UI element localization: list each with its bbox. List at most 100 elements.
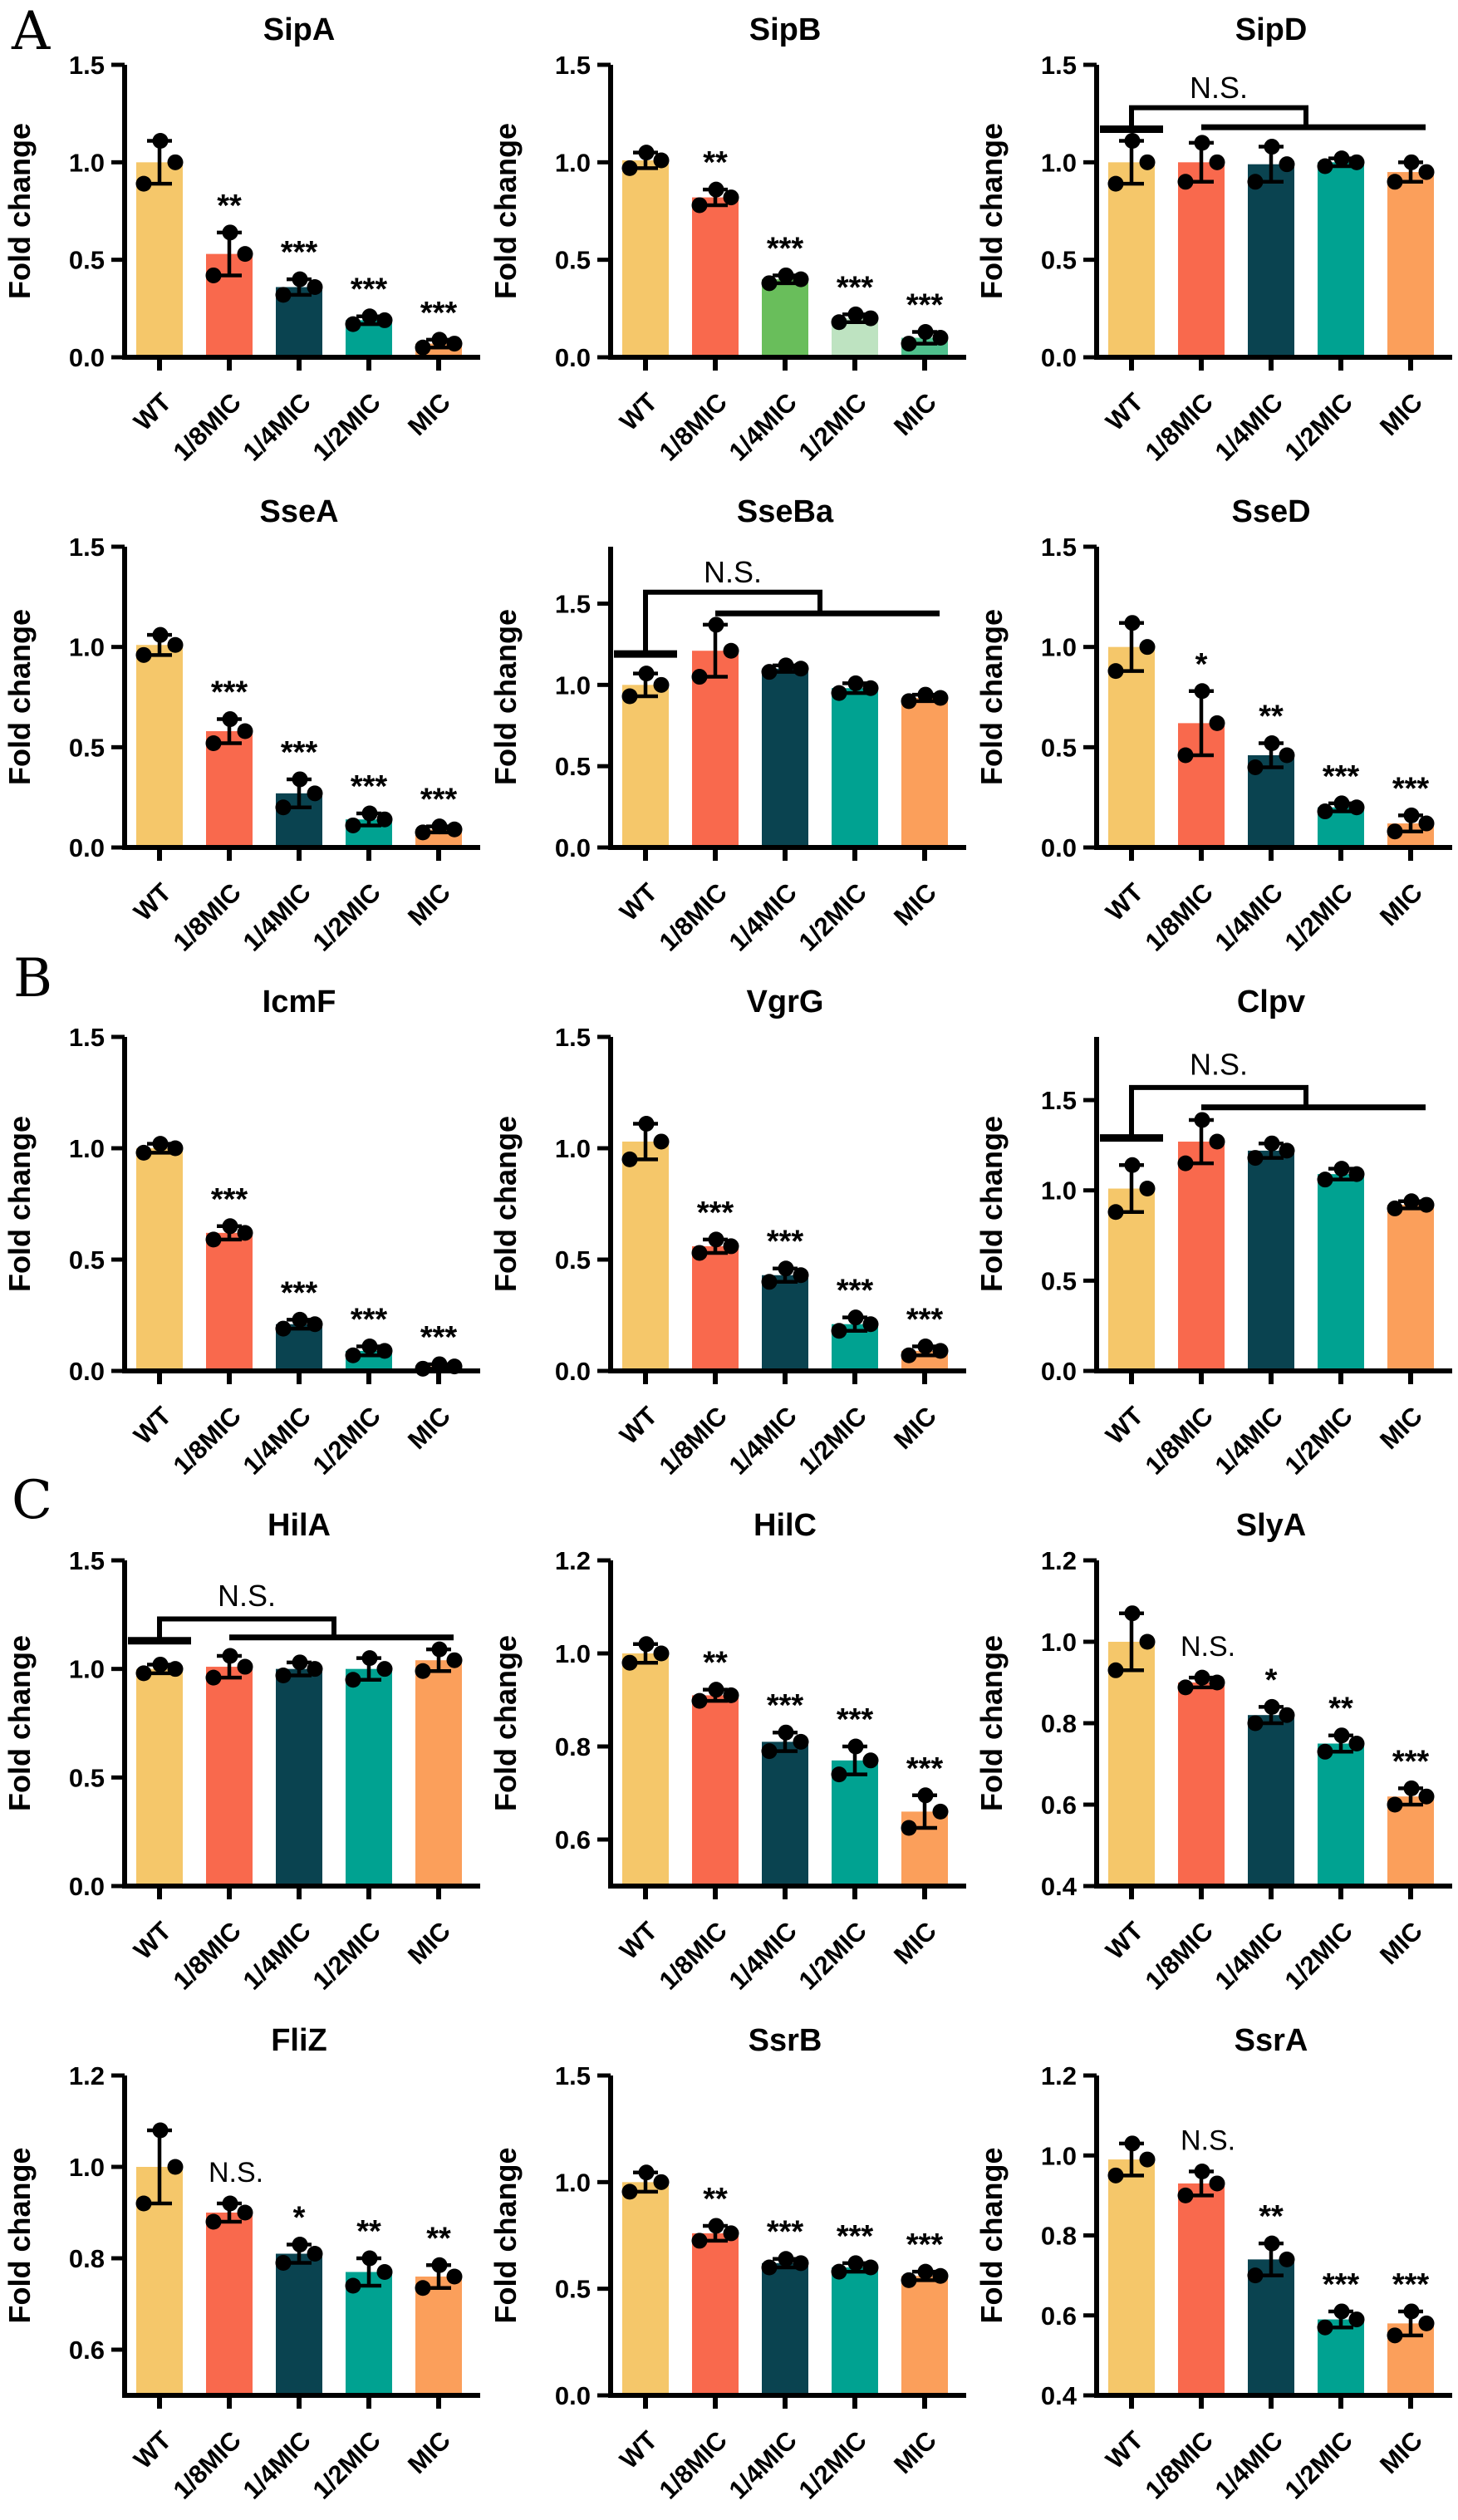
dots-clpv-1/8MIC	[1177, 1112, 1225, 1172]
dots-sipa-WT	[135, 133, 184, 192]
ns-bracket-label-hila: N.S.	[218, 1579, 276, 1613]
dots-hila-WT	[135, 1656, 184, 1682]
svg-text:1/8MIC: 1/8MIC	[654, 877, 733, 956]
svg-text:WT: WT	[614, 877, 663, 926]
x-ticks-sipa: WT 1/8MIC 1/4MIC 1/2MIC MIC	[128, 357, 456, 467]
svg-text:1/8MIC: 1/8MIC	[168, 1916, 247, 1995]
y-ticks-fliz: 0.6 0.8 1.0 1.2	[69, 2061, 125, 2365]
svg-text:1.5: 1.5	[555, 2061, 591, 2090]
svg-text:0.5: 0.5	[69, 733, 105, 762]
svg-text:MIC: MIC	[888, 387, 942, 441]
chart-title-sseba: SseBa	[737, 494, 834, 529]
dots-sseba-1/2MIC	[831, 675, 879, 701]
bar-hilc-1/8MIC	[692, 1695, 739, 1886]
svg-text:0.5: 0.5	[555, 246, 591, 275]
sig-label-ssea-MIC: ***	[420, 783, 458, 818]
svg-text:MIC: MIC	[1374, 1916, 1428, 1970]
bar-sipb-1/8MIC	[692, 197, 739, 357]
bar-ssra-1/8MIC	[1178, 2183, 1225, 2395]
chart-vgrg: *** *** *** *** 0.0 0.5 1.0 1.5 WT 1/8MIC 1…	[486, 972, 972, 1496]
y-axis-label-clpv: Fold change	[974, 1116, 1009, 1292]
y-ticks-clpv: 0.0 0.5 1.0 1.5	[1041, 1086, 1097, 1386]
svg-text:0.0: 0.0	[69, 343, 105, 372]
svg-text:Fold change: Fold change	[2, 1635, 37, 1811]
bar-clpv-MIC	[1387, 1205, 1434, 1371]
sig-label-sipa-1/2MIC: ***	[351, 273, 388, 307]
chart-ssed-svg: ****** *** 0.0 0.5 1.0 1.5 WT 1/8MIC 1/4M…	[974, 494, 1452, 957]
dots-sipd-WT	[1107, 133, 1156, 192]
bar-sseba-1/2MIC	[832, 688, 878, 847]
dots-hilc-MIC	[901, 1787, 949, 1836]
svg-text:1/4MIC: 1/4MIC	[724, 2425, 803, 2504]
svg-text:1/8MIC: 1/8MIC	[1140, 877, 1219, 956]
svg-text:1/4MIC: 1/4MIC	[238, 877, 317, 956]
svg-text:0.5: 0.5	[1041, 246, 1077, 275]
svg-text:Fold change: Fold change	[488, 2147, 523, 2323]
dots-ssea-WT	[135, 626, 184, 663]
y-axis-label-ssrb: Fold change	[488, 2147, 523, 2323]
x-ticks-slya: WT 1/8MIC 1/4MIC 1/2MIC MIC	[1100, 1886, 1428, 1996]
svg-text:0.5: 0.5	[69, 246, 105, 275]
sig-label-sipb-1/8MIC: **	[703, 145, 728, 180]
dots-sipa-1/4MIC	[275, 271, 323, 303]
panel-label-c: C	[12, 1470, 52, 1531]
svg-text:1/2MIC: 1/2MIC	[307, 2425, 386, 2504]
svg-text:1.0: 1.0	[1041, 2141, 1077, 2170]
y-ticks-ssed: 0.0 0.5 1.0 1.5	[1041, 533, 1097, 862]
dots-ssra-1/4MIC	[1247, 2235, 1295, 2284]
y-ticks-ssrb: 0.0 0.5 1.0 1.5	[555, 2061, 611, 2410]
svg-text:Fold change: Fold change	[488, 1116, 523, 1292]
dots-sipb-WT	[621, 145, 670, 176]
svg-text:0.0: 0.0	[69, 1872, 105, 1901]
dots-sipa-MIC	[415, 332, 463, 356]
y-ticks-sseba: 0.0 0.5 1.0 1.5	[555, 589, 611, 862]
sig-label-ssea-1/8MIC: ***	[211, 675, 248, 710]
sig-label-hilc-1/4MIC: ***	[767, 1688, 804, 1723]
dots-sseba-MIC	[901, 686, 949, 710]
bar-clpv-1/4MIC	[1248, 1150, 1294, 1371]
bar-fliz-1/8MIC	[206, 2213, 253, 2395]
y-axis-label-sipd: Fold change	[974, 123, 1009, 299]
svg-text:1/2MIC: 1/2MIC	[307, 1916, 386, 1995]
svg-text:Fold change: Fold change	[974, 123, 1009, 299]
svg-text:WT: WT	[128, 387, 177, 436]
svg-text:1/8MIC: 1/8MIC	[168, 1401, 247, 1480]
x-ticks-ssea: WT 1/8MIC 1/4MIC 1/2MIC MIC	[128, 847, 456, 957]
y-axis-label-hilc: Fold change	[488, 1635, 523, 1811]
y-ticks-ssra: 0.4 0.6 0.8 1.0 1.2	[1041, 2061, 1097, 2410]
svg-text:1/4MIC: 1/4MIC	[238, 2425, 317, 2504]
sig-label-ssrb-1/8MIC: **	[703, 2182, 728, 2217]
svg-text:1/8MIC: 1/8MIC	[1140, 387, 1219, 466]
svg-text:Fold change: Fold change	[974, 1116, 1009, 1292]
bar-vgrg-WT	[622, 1141, 669, 1371]
dots-slya-MIC	[1387, 1780, 1435, 1813]
svg-text:WT: WT	[128, 2425, 177, 2474]
svg-text:1/2MIC: 1/2MIC	[307, 1401, 386, 1480]
svg-text:1.5: 1.5	[1041, 51, 1077, 80]
svg-text:1.5: 1.5	[69, 533, 105, 562]
chart-clpv: N.S. 0.0 0.5 1.0 1.5 WT 1/8MIC 1/4MIC 1/…	[972, 972, 1458, 1496]
svg-text:0.0: 0.0	[69, 833, 105, 862]
dots-ssrb-WT	[621, 2164, 670, 2200]
svg-text:1/2MIC: 1/2MIC	[793, 877, 872, 956]
dots-sipd-MIC	[1387, 154, 1435, 190]
dots-vgrg-1/2MIC	[831, 1309, 879, 1339]
chart-hilc: ** *** *** *** 0.6 0.8 1.0 1.2 WT 1/8MIC 1/…	[486, 1496, 972, 2011]
sig-label-ssra-1/2MIC: ***	[1323, 2267, 1360, 2302]
svg-text:1.0: 1.0	[69, 1655, 105, 1684]
svg-text:0.0: 0.0	[555, 343, 591, 372]
dots-sseba-1/8MIC	[691, 616, 739, 685]
chart-sipa-svg: *********** 0.0 0.5 1.0 1.5 WT 1/8MIC 1/…	[2, 12, 480, 467]
bar-ssrb-1/8MIC	[692, 2233, 739, 2395]
x-ticks-vgrg: WT 1/8MIC 1/4MIC 1/2MIC MIC	[614, 1371, 942, 1481]
dots-ssra-MIC	[1387, 2303, 1435, 2344]
bar-sseba-MIC	[901, 697, 948, 847]
dots-ssea-1/8MIC	[205, 711, 253, 752]
y-axis-label-hila: Fold change	[2, 1635, 37, 1811]
svg-text:1.5: 1.5	[69, 1546, 105, 1575]
bar-hilc-1/4MIC	[762, 1741, 808, 1886]
svg-text:1/4MIC: 1/4MIC	[724, 877, 803, 956]
svg-text:1.5: 1.5	[1041, 533, 1077, 562]
dots-fliz-MIC	[415, 2257, 463, 2296]
svg-text:1.2: 1.2	[1041, 1546, 1077, 1575]
